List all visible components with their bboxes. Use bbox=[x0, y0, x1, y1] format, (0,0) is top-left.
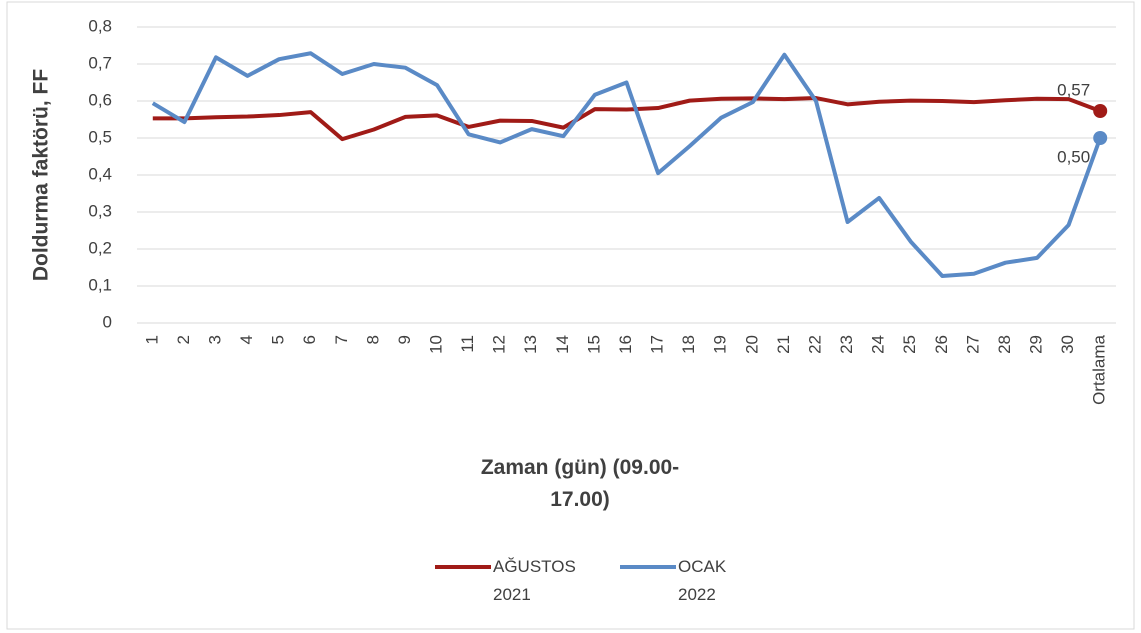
x-tick-label: 26 bbox=[932, 335, 951, 354]
legend-swatch bbox=[620, 565, 676, 569]
y-tick-label: 0,3 bbox=[88, 201, 112, 220]
x-tick-label: 19 bbox=[711, 335, 730, 354]
x-tick-label: 7 bbox=[332, 335, 351, 344]
x-tick-label: 21 bbox=[774, 335, 793, 354]
x-tick-label: Ortalama bbox=[1090, 334, 1109, 404]
data-label: 0,57 bbox=[1057, 80, 1090, 99]
y-tick-label: 0,6 bbox=[88, 90, 112, 109]
x-tick-label: 18 bbox=[679, 335, 698, 354]
x-tick-label: 13 bbox=[521, 335, 540, 354]
x-tick-label: 3 bbox=[205, 335, 224, 344]
y-tick-label: 0,7 bbox=[88, 53, 112, 72]
legend-swatch bbox=[435, 565, 491, 569]
data-label: 0,50 bbox=[1057, 147, 1090, 166]
legend-label: AĞUSTOS 2021 bbox=[493, 557, 576, 604]
x-tick-label: 5 bbox=[269, 335, 288, 344]
series-line bbox=[151, 51, 1103, 279]
x-tick-label: 25 bbox=[900, 335, 919, 354]
x-tick-label: 9 bbox=[395, 335, 414, 344]
x-tick-label: 22 bbox=[805, 335, 824, 354]
end-marker bbox=[1093, 103, 1108, 118]
x-tick-label: 15 bbox=[584, 335, 603, 354]
x-tick-label: 24 bbox=[869, 335, 888, 354]
x-tick-label: 29 bbox=[1027, 335, 1046, 354]
x-tick-label: 28 bbox=[995, 335, 1014, 354]
y-tick-label: 0,2 bbox=[88, 238, 112, 257]
y-tick-label: 0,8 bbox=[88, 16, 112, 35]
x-tick-label: 8 bbox=[363, 335, 382, 344]
x-tick-label: 6 bbox=[300, 335, 319, 344]
y-tick-label: 0,4 bbox=[88, 164, 112, 183]
x-tick-label: 30 bbox=[1058, 335, 1077, 354]
y-axis-title: Doldurma faktörü, FF bbox=[30, 69, 53, 282]
x-tick-label: 11 bbox=[458, 335, 477, 353]
x-tick-label: 14 bbox=[553, 335, 572, 354]
y-tick-label: 0 bbox=[103, 312, 112, 331]
x-tick-label: 20 bbox=[742, 335, 761, 354]
legend-label: OCAK 2022 bbox=[678, 557, 727, 604]
x-tick-label: 10 bbox=[427, 335, 446, 354]
x-tick-label: 23 bbox=[837, 335, 856, 354]
x-axis-title: Zaman (gün) (09.00-17.00) bbox=[480, 456, 680, 511]
x-tick-label: 2 bbox=[174, 335, 193, 344]
end-marker bbox=[1093, 131, 1108, 145]
x-tick-label: 4 bbox=[237, 335, 256, 344]
y-tick-label: 0,1 bbox=[88, 275, 112, 294]
x-tick-label: 27 bbox=[963, 335, 982, 354]
x-tick-label: 16 bbox=[616, 335, 635, 354]
y-tick-label: 0,5 bbox=[88, 127, 112, 146]
x-tick-label: 12 bbox=[490, 335, 509, 354]
series-line bbox=[152, 96, 1101, 142]
x-tick-label: 1 bbox=[142, 335, 161, 344]
x-tick-label: 17 bbox=[648, 335, 667, 354]
chart-frame bbox=[6, 1, 1135, 630]
